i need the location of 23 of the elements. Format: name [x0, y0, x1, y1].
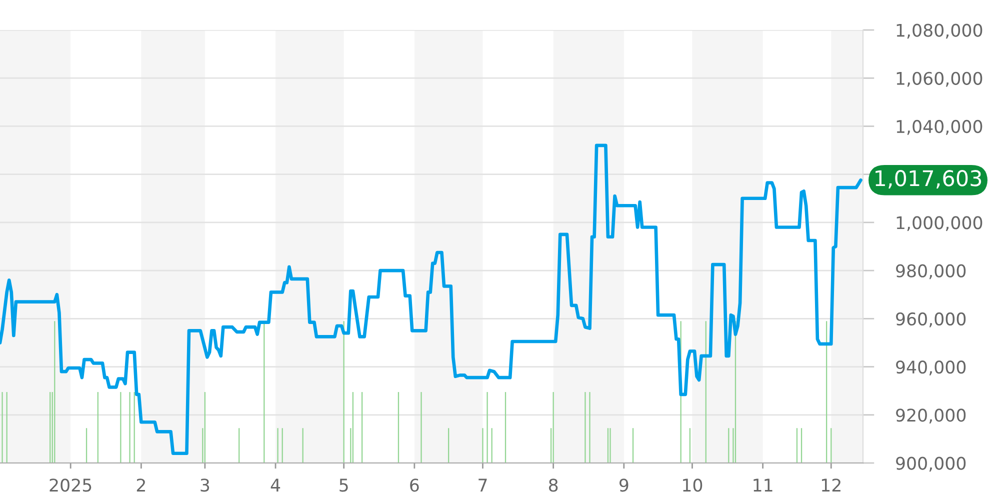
x-tick-label: 8 — [548, 478, 558, 492]
y-tick-label: 960,000 — [896, 312, 966, 328]
x-tick-label: 12 — [822, 478, 840, 492]
x-tick-label: 9 — [619, 478, 628, 492]
x-tick-label: 2 — [136, 478, 145, 492]
x-tick-label: 7 — [478, 478, 487, 492]
x-tick-label: 4 — [270, 478, 280, 492]
y-tick-label: 1,040,000 — [896, 120, 982, 135]
y-tick-label: 920,000 — [896, 408, 966, 424]
y-tick-label: 940,000 — [896, 360, 966, 376]
y-tick-label: 1,080,000 — [896, 24, 982, 39]
x-tick-label: 3 — [200, 478, 210, 492]
y-tick-label: 900,000 — [896, 456, 966, 472]
annotation: 1,017,603 — [876, 170, 982, 189]
x-tick-label: 11 — [754, 478, 772, 492]
line-series — [0, 144, 862, 456]
x-tick-label: 10 — [683, 478, 702, 492]
y-tick-label: 1,060,000 — [896, 72, 982, 87]
y-tick-label: 1,000,000 — [896, 216, 982, 232]
x-tick-label: 5 — [340, 478, 348, 492]
x-tick-label: 2025 — [50, 478, 92, 492]
y-tick-label: 980,000 — [896, 264, 966, 280]
x-tick-label: 6 — [410, 478, 419, 492]
